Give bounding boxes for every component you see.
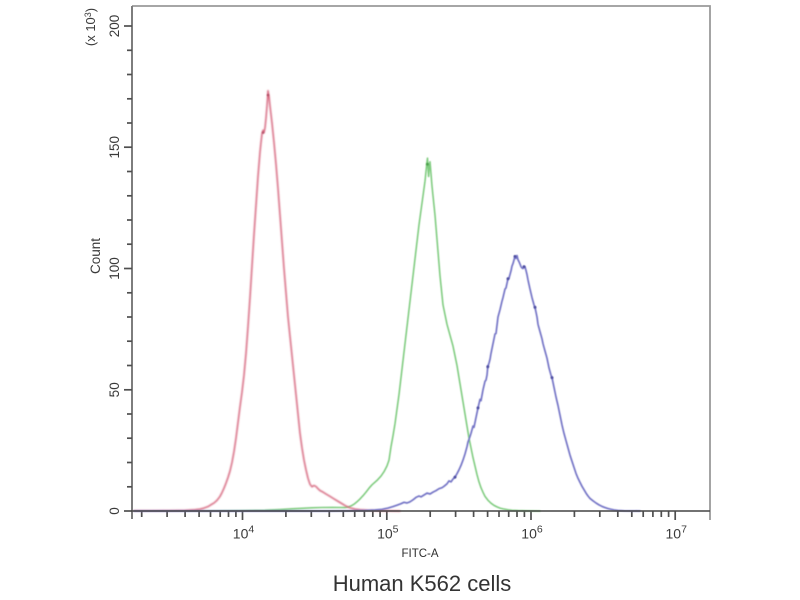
svg-text:(x 103): (x 103) — [83, 8, 98, 46]
svg-text:Count: Count — [88, 238, 103, 274]
svg-text:50: 50 — [107, 382, 122, 397]
svg-text:FITC-A: FITC-A — [401, 548, 438, 560]
svg-text:0: 0 — [107, 507, 122, 515]
svg-text:Human K562 cells: Human K562 cells — [333, 571, 512, 596]
svg-text:100: 100 — [107, 257, 122, 280]
svg-text:200: 200 — [107, 15, 122, 38]
svg-text:150: 150 — [107, 136, 122, 159]
